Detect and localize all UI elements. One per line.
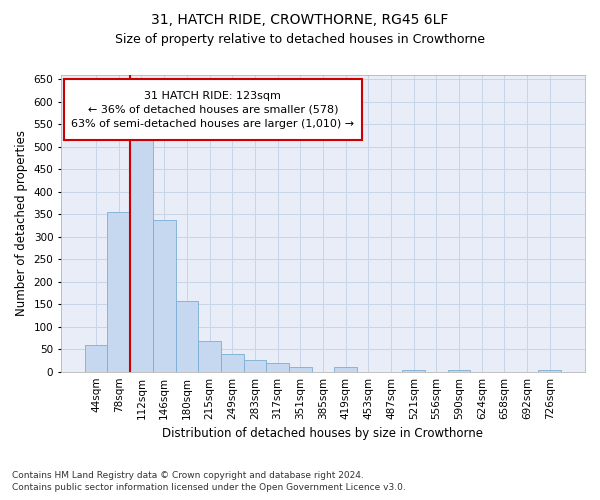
Bar: [289, 367, 311, 372]
Bar: [334, 367, 357, 372]
Text: Contains HM Land Registry data © Crown copyright and database right 2024.: Contains HM Land Registry data © Crown c…: [12, 471, 364, 480]
Bar: [198, 341, 221, 372]
Text: 31 HATCH RIDE: 123sqm
← 36% of detached houses are smaller (578)
63% of semi-det: 31 HATCH RIDE: 123sqm ← 36% of detached …: [71, 91, 355, 129]
Text: Contains public sector information licensed under the Open Government Licence v3: Contains public sector information licen…: [12, 484, 406, 492]
FancyBboxPatch shape: [64, 80, 362, 140]
Bar: [244, 360, 266, 372]
Bar: [266, 362, 289, 372]
Text: Size of property relative to detached houses in Crowthorne: Size of property relative to detached ho…: [115, 32, 485, 46]
Bar: [538, 370, 561, 372]
Bar: [153, 220, 176, 372]
Text: 31, HATCH RIDE, CROWTHORNE, RG45 6LF: 31, HATCH RIDE, CROWTHORNE, RG45 6LF: [151, 12, 449, 26]
Bar: [85, 344, 107, 372]
Bar: [403, 370, 425, 372]
X-axis label: Distribution of detached houses by size in Crowthorne: Distribution of detached houses by size …: [163, 427, 484, 440]
Bar: [221, 354, 244, 372]
Bar: [107, 212, 130, 372]
Bar: [448, 370, 470, 372]
Bar: [176, 300, 198, 372]
Bar: [130, 129, 153, 372]
Y-axis label: Number of detached properties: Number of detached properties: [15, 130, 28, 316]
